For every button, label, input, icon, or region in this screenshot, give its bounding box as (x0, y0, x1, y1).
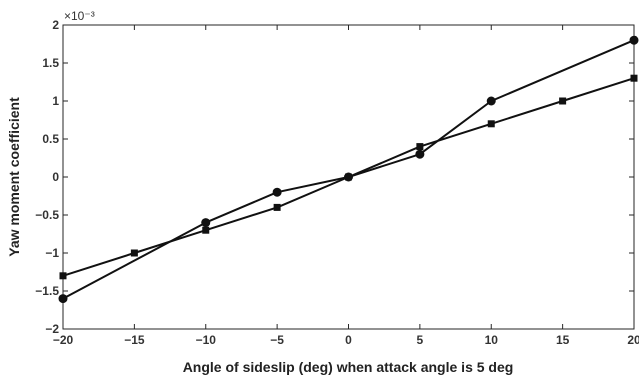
y-scale-label: ×10⁻³ (64, 9, 95, 23)
data-point-square (559, 97, 567, 105)
x-tick-label: 0 (345, 333, 352, 347)
x-tick-label: −15 (124, 333, 145, 347)
y-tick-label: −1.5 (35, 284, 59, 298)
y-tick-label: 0 (52, 170, 59, 184)
data-point-circle (415, 149, 425, 159)
data-point-circle (201, 218, 211, 228)
x-tick-label: 5 (417, 333, 424, 347)
data-point-square (345, 173, 352, 181)
x-tick-label: −5 (270, 333, 284, 347)
data-point-square (273, 203, 281, 211)
series-layer (58, 35, 639, 304)
x-tick-label: −20 (53, 333, 74, 347)
data-point-circle (486, 96, 496, 106)
data-point-square (630, 74, 638, 82)
y-tick-label: 0.5 (42, 132, 59, 146)
data-point-circle (272, 187, 282, 197)
data-point-square (202, 226, 210, 234)
y-tick-label: −0.5 (35, 208, 59, 222)
y-tick-label: 2 (52, 18, 59, 32)
y-tick-label: −1 (45, 246, 59, 260)
y-tick-label: 1.5 (42, 56, 59, 70)
data-point-circle (58, 294, 68, 304)
data-point-square (487, 120, 495, 128)
data-point-square (130, 249, 138, 257)
axis-ticks: −20 −15 −10 −5 0 5 10 15 20 −2 −1.5 −1 −0.5 0 0.5 1 1.5 2 (35, 18, 639, 347)
x-tick-label: 15 (556, 333, 570, 347)
data-point-square (59, 272, 67, 280)
data-point-circle (629, 35, 639, 45)
y-tick-label: 1 (52, 94, 59, 108)
y-axis-title: Yaw moment coefficient (6, 97, 22, 257)
x-tick-label: 10 (485, 333, 499, 347)
x-tick-label: 20 (627, 333, 639, 347)
y-tick-label: −2 (45, 322, 59, 336)
x-tick-label: −10 (196, 333, 217, 347)
x-axis-title: Angle of sideslip (deg) when attack angl… (183, 359, 514, 375)
data-point-square (416, 143, 424, 151)
